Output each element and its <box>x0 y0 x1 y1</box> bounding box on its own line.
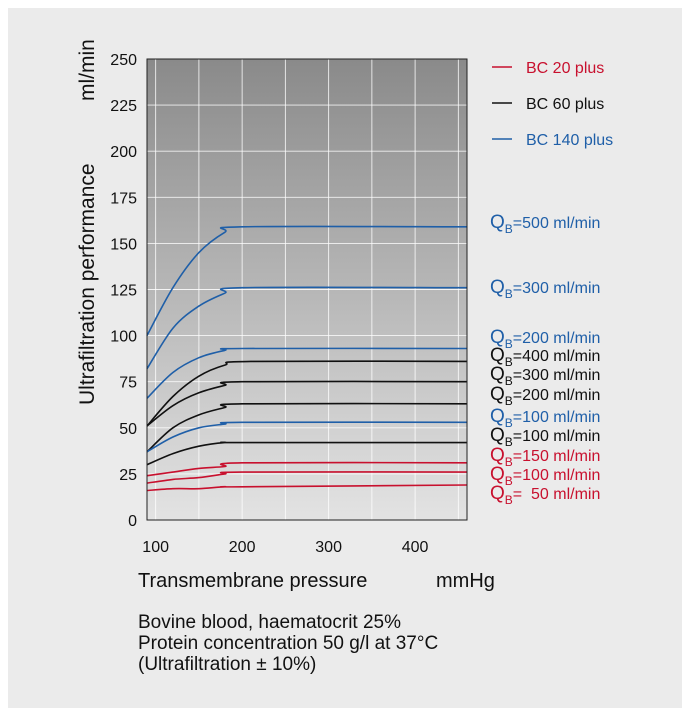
x-tick-label: 400 <box>402 539 429 556</box>
legend-label: BC 20 plus <box>526 60 604 77</box>
legend: BC 20 plus BC 60 plus BC 140 plus <box>492 60 613 149</box>
series-line <box>146 421 468 453</box>
y-axis-unit: ml/min <box>76 39 99 101</box>
x-axis-label: Transmembrane pressure <box>138 570 367 592</box>
note-blood: Bovine blood, haematocrit 25% <box>138 612 401 633</box>
series-label: QB=100 ml/min <box>490 406 600 430</box>
series-line <box>146 225 468 336</box>
y-tick-labels: 0 25 50 75 100 125 150 175 200 225 250 <box>110 52 137 530</box>
series-label: QB=500 ml/min <box>490 212 600 236</box>
series-line <box>146 402 468 453</box>
y-tick-label: 175 <box>110 190 137 207</box>
series-label: QB=150 ml/min <box>490 445 600 469</box>
series-line <box>146 360 468 427</box>
x-tick-labels: 100 200 300 400 <box>142 539 428 556</box>
series-line <box>146 441 467 466</box>
y-tick-label: 25 <box>119 467 137 484</box>
series-label: QB=300 ml/min <box>490 277 600 301</box>
note-tolerance: (Ultrafiltration ± 10%) <box>138 654 317 675</box>
legend-label: BC 140 plus <box>526 132 613 149</box>
series-label: QB=100 ml/min <box>490 425 600 449</box>
series-line <box>146 484 468 492</box>
series-line <box>146 380 468 427</box>
series-line <box>146 461 468 477</box>
y-tick-label: 125 <box>110 283 137 300</box>
y-tick-label: 200 <box>110 144 137 161</box>
series-label: QB=400 ml/min <box>490 345 600 369</box>
y-tick-label: 225 <box>110 98 137 115</box>
y-tick-label: 150 <box>110 236 137 253</box>
legend-label: BC 60 plus <box>526 96 604 113</box>
y-axis-label: Ultrafiltration performance <box>76 163 99 405</box>
series-label: QB=300 ml/min <box>490 364 600 388</box>
series-lines <box>146 225 468 492</box>
x-tick-label: 100 <box>142 539 169 556</box>
y-tick-label: 100 <box>110 329 137 346</box>
note-protein: Protein concentration 50 g/l at 37°C <box>138 633 439 654</box>
series-line <box>146 471 468 484</box>
series-label: QB= 50 ml/min <box>490 483 600 507</box>
plot-frame <box>146 58 468 521</box>
experiment-notes: Bovine blood, haematocrit 25% Protein co… <box>138 612 438 675</box>
series-line <box>146 347 468 399</box>
series-label: QB=200 ml/min <box>490 384 600 408</box>
series-label: QB=100 ml/min <box>490 464 600 488</box>
y-tick-label: 75 <box>119 375 137 392</box>
x-tick-label: 300 <box>315 539 342 556</box>
x-tick-label: 200 <box>229 539 256 556</box>
y-tick-label: 0 <box>128 513 137 530</box>
x-axis-unit: mmHg <box>436 570 495 592</box>
y-tick-label: 250 <box>110 52 137 69</box>
series-label: QB=200 ml/min <box>490 327 600 351</box>
series-line <box>146 286 468 370</box>
y-tick-label: 50 <box>119 421 137 438</box>
